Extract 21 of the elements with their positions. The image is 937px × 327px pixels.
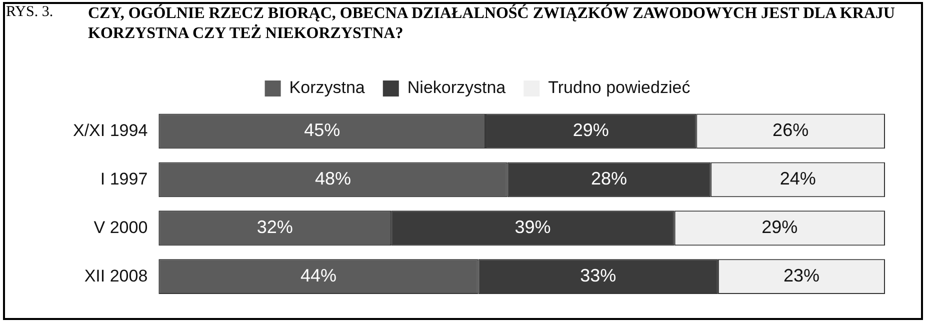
legend-label: Korzystna [289,78,366,98]
data-label: 26% [772,120,809,140]
y-tick-label: I 1997 [100,169,148,188]
data-label: 24% [780,168,816,189]
legend-label: Trudno powiedzieć [548,78,691,98]
y-tick-label: X/XI 1994 [72,120,148,140]
data-label: 32% [256,217,293,238]
data-label: 39% [514,217,551,238]
y-tick-label: XII 2008 [84,266,148,286]
data-label: 23% [783,266,820,286]
chart-title: CZY, OGÓLNIE RZECZ BIORĄC, OBECNA DZIAŁALNOŚĆ ZWIĄZKÓW ZAWODOWYCH JEST DLA KRAJU KORZYSTNA CZY TEŻ NIEKORZYSTNA? [88,4,896,44]
legend-label: Niekorzystna [407,78,506,98]
data-label: 33% [580,266,616,286]
data-label: 48% [314,168,351,189]
y-tick-label: V 2000 [94,218,148,237]
data-label: 44% [300,266,336,286]
data-label: 28% [590,168,628,189]
data-label: 45% [304,120,340,140]
data-label: 29% [572,120,609,140]
text: RYS. 3. [6,4,54,21]
data-label: 29% [762,217,798,238]
